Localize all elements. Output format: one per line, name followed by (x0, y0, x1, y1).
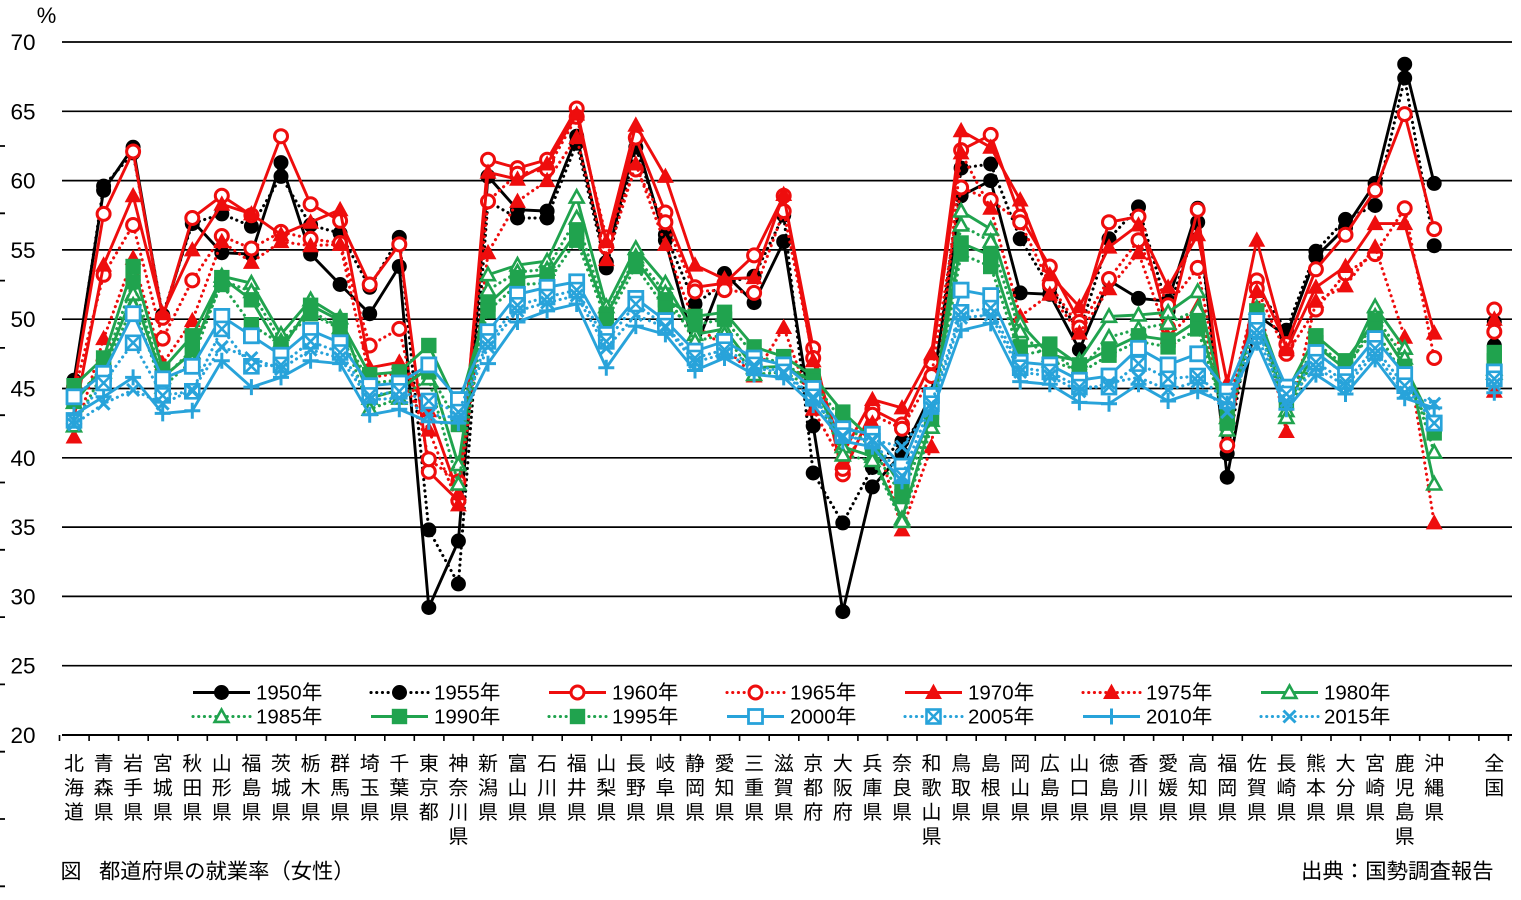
svg-text:1960: 1960 (612, 682, 658, 705)
svg-text:35: 35 (10, 515, 35, 540)
svg-text:1955: 1955 (434, 682, 480, 705)
svg-text:%: % (37, 3, 57, 28)
svg-text:50: 50 (10, 307, 35, 332)
svg-text:1950: 1950 (256, 682, 302, 705)
svg-text:2010: 2010 (1146, 706, 1192, 729)
svg-text:1975: 1975 (1146, 682, 1192, 705)
svg-text:2000: 2000 (790, 706, 836, 729)
svg-text:1995: 1995 (612, 706, 658, 729)
svg-text:55: 55 (10, 238, 35, 263)
svg-text:1965: 1965 (790, 682, 836, 705)
svg-text:45: 45 (10, 377, 35, 402)
svg-text:70: 70 (10, 30, 35, 55)
svg-text:2015: 2015 (1324, 706, 1370, 729)
svg-text:30: 30 (10, 584, 35, 609)
svg-text:20: 20 (10, 723, 35, 748)
svg-text:1980: 1980 (1324, 682, 1370, 705)
svg-text:2005: 2005 (968, 706, 1014, 729)
svg-text:60: 60 (10, 169, 35, 194)
svg-text:65: 65 (10, 99, 35, 124)
svg-text:1970: 1970 (968, 682, 1014, 705)
svg-text:25: 25 (10, 654, 35, 679)
svg-text:40: 40 (10, 446, 35, 471)
svg-text:1985: 1985 (256, 706, 302, 729)
svg-text:1990: 1990 (434, 706, 480, 729)
